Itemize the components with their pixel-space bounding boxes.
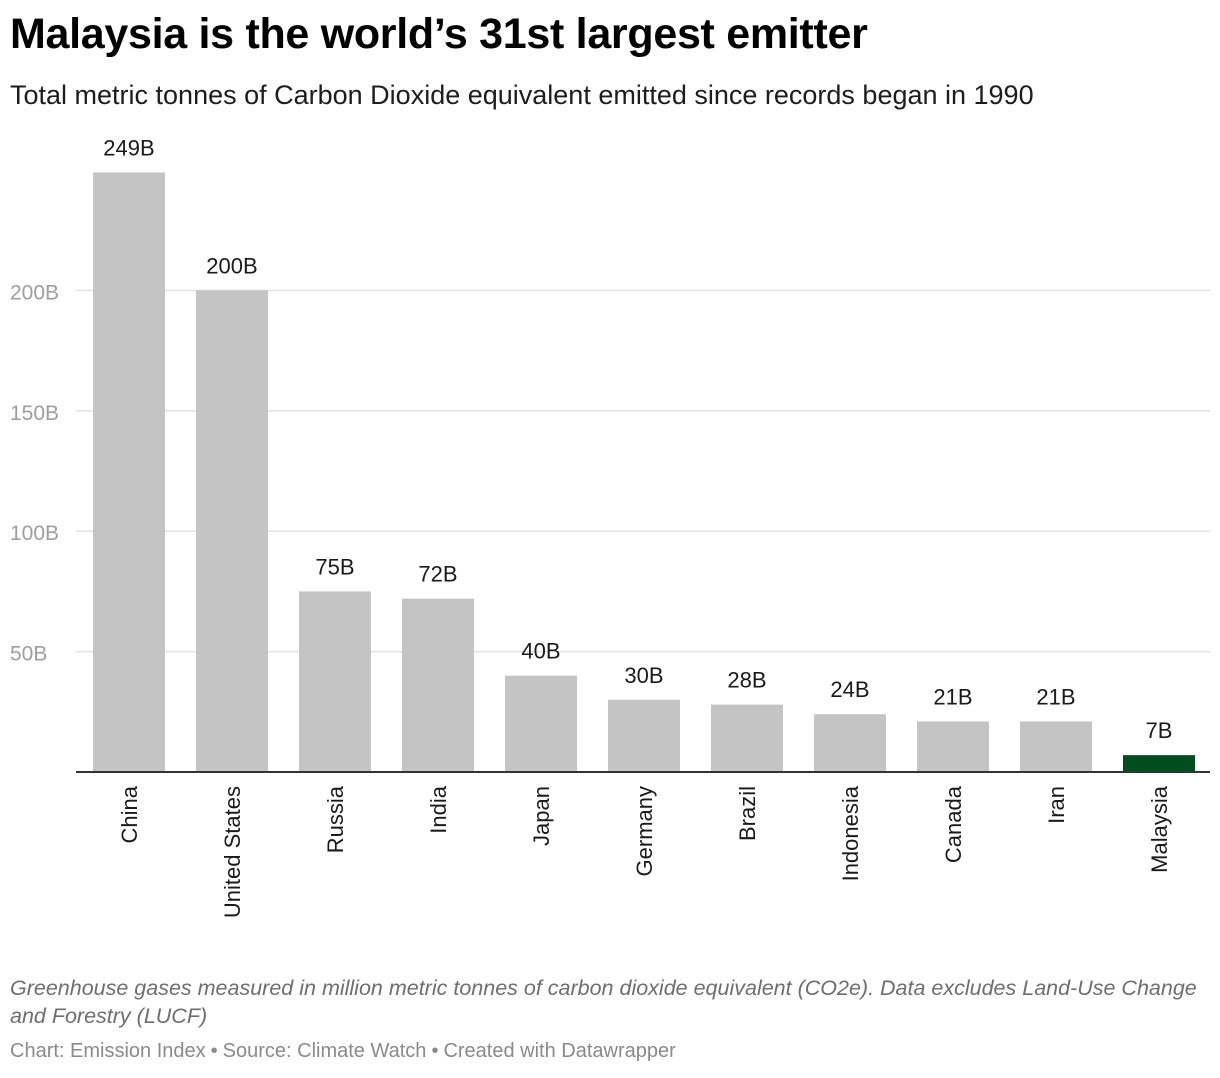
bar-germany bbox=[608, 699, 680, 772]
value-label: 21B bbox=[1036, 684, 1075, 709]
x-tick-label: Iran bbox=[1044, 786, 1069, 824]
x-tick-label: India bbox=[426, 785, 451, 833]
bar-india bbox=[402, 598, 474, 772]
chart-byline: Chart: Emission Index • Source: Climate Wa… bbox=[10, 1040, 676, 1063]
y-tick-label: 50B bbox=[10, 643, 47, 666]
value-label: 200B bbox=[206, 253, 257, 278]
value-label: 30B bbox=[624, 663, 663, 688]
bar-malaysia bbox=[1123, 755, 1195, 772]
value-label: 24B bbox=[830, 677, 869, 702]
bar-japan bbox=[505, 675, 577, 772]
value-label: 7B bbox=[1146, 718, 1173, 743]
x-tick-label: Brazil bbox=[735, 786, 760, 841]
bar-united-states bbox=[196, 290, 268, 772]
x-tick-label: Canada bbox=[941, 785, 966, 863]
x-tick-label: China bbox=[117, 785, 142, 843]
value-label: 72B bbox=[418, 562, 457, 587]
x-tick-label: Indonesia bbox=[838, 785, 863, 881]
x-tick-label: Germany bbox=[632, 786, 657, 876]
value-labels: 249B 200B 75B 72B 40B 30B 28B 24B 21B 21B 7B bbox=[103, 135, 1172, 743]
x-tick-label: Russia bbox=[323, 785, 348, 853]
byline-separator: • bbox=[210, 1040, 218, 1062]
chart-credit: Chart: Emission Index bbox=[10, 1040, 206, 1062]
y-tick-label: 150B bbox=[10, 402, 59, 425]
bar-russia bbox=[299, 591, 371, 772]
y-tick-label: 100B bbox=[10, 522, 59, 545]
bar-china bbox=[93, 172, 165, 772]
x-tick-label: Japan bbox=[529, 786, 554, 846]
value-label: 28B bbox=[727, 668, 766, 693]
bar-canada bbox=[917, 721, 989, 772]
value-label: 249B bbox=[103, 135, 154, 160]
byline-separator: • bbox=[431, 1040, 439, 1062]
y-tick-label: 200B bbox=[10, 281, 59, 304]
x-tick-label: Malaysia bbox=[1147, 785, 1172, 873]
value-label: 75B bbox=[315, 554, 354, 579]
chart-title: Malaysia is the world’s 31st largest emi… bbox=[10, 10, 868, 58]
bar-indonesia bbox=[814, 714, 886, 772]
x-tick-label: United States bbox=[220, 786, 245, 918]
created-with-credit: Created with Datawrapper bbox=[443, 1040, 676, 1062]
bar-brazil bbox=[711, 704, 783, 772]
chart-subtitle: Total metric tonnes of Carbon Dioxide eq… bbox=[10, 80, 1034, 110]
value-label: 40B bbox=[521, 639, 560, 664]
x-axis-ticks: China United States Russia India Japan German… bbox=[117, 785, 1172, 918]
chart-notes: Greenhouse gases measured in million met… bbox=[10, 976, 1197, 1028]
bar-iran bbox=[1020, 721, 1092, 772]
y-axis-ticks: 50B 100B 150B 200B bbox=[10, 281, 59, 665]
value-label: 21B bbox=[933, 684, 972, 709]
chart-source: Source: Climate Watch bbox=[222, 1040, 427, 1062]
bars bbox=[93, 172, 1195, 772]
